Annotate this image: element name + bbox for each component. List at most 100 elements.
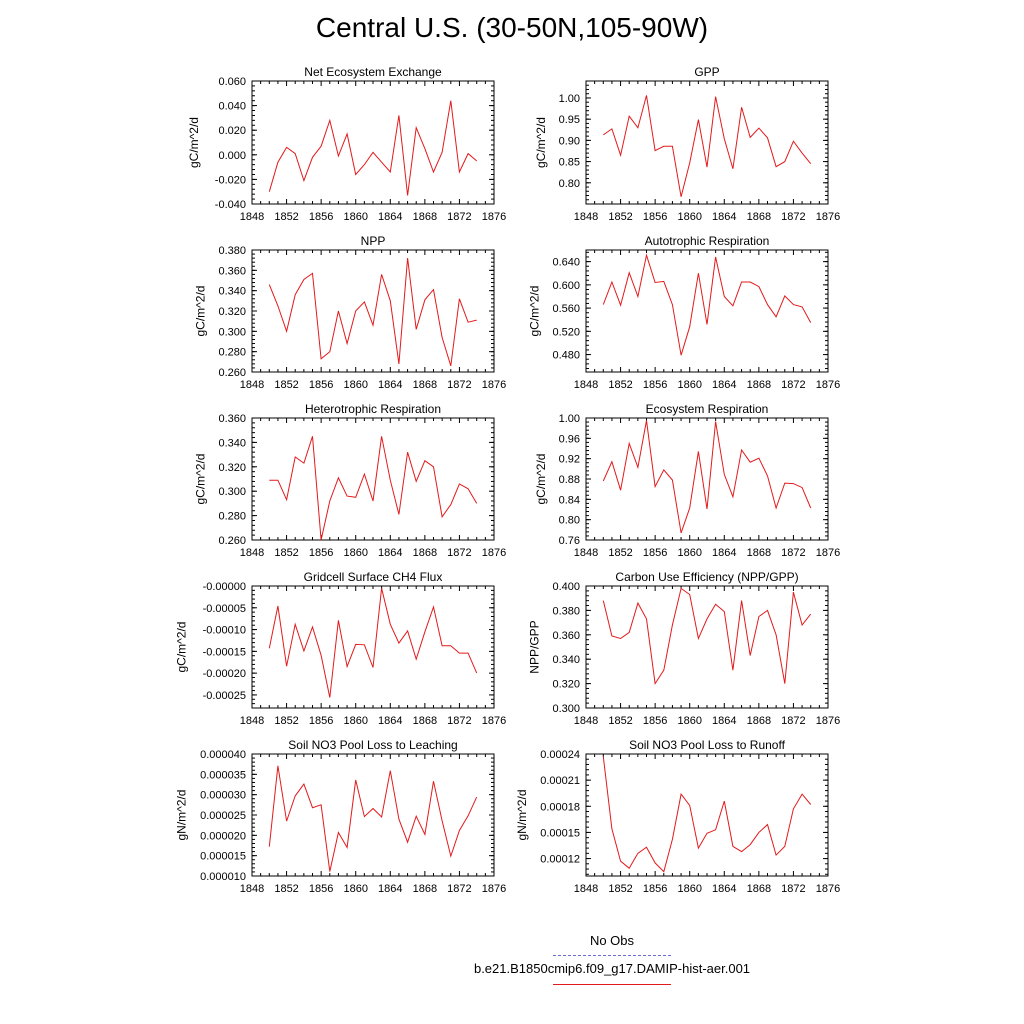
y-tick-label: 0.000030 (200, 790, 246, 802)
y-tick-label: 0.88 (559, 474, 580, 486)
plot-frame (251, 80, 495, 205)
x-tick-label: 1876 (816, 379, 840, 391)
x-tick-label: 1868 (747, 211, 771, 223)
y-tick-label: 0.00012 (540, 854, 580, 866)
y-tick-label: 0.340 (218, 286, 246, 298)
series-line (603, 95, 812, 197)
y-tick-label: 0.00018 (540, 801, 580, 813)
panel-title: Soil NO3 Pool Loss to Leaching (288, 738, 457, 752)
plot-frame (251, 417, 495, 541)
x-tick-label: 1852 (274, 379, 298, 391)
y-tick-label: 0.380 (552, 605, 580, 617)
y-tick-label: 0.340 (218, 437, 246, 449)
x-tick-label: 1852 (608, 211, 632, 223)
y-tick-label: 0.00015 (540, 827, 580, 839)
panel-10: Soil NO3 Pool Loss to Runoff 1848 1852 1856… (515, 738, 840, 895)
panel-1: Net Ecosystem Exchange 1848 1852 1856 1860 18… (187, 65, 506, 223)
x-tick-label: 1856 (309, 211, 333, 223)
y-tick-label: 0.80 (559, 178, 580, 190)
panel-title: Carbon Use Efficiency (NPP/GPP) (615, 570, 798, 584)
x-tick-label: 1860 (677, 379, 701, 391)
y-tick-label: 0.520 (552, 326, 580, 338)
x-tick-label: 1868 (413, 883, 437, 895)
x-tick-label: 1868 (413, 379, 437, 391)
x-tick-label: 1864 (712, 883, 736, 895)
x-tick-label: 1868 (413, 211, 437, 223)
y-tick-label: 0.280 (218, 347, 246, 359)
x-tick-label: 1864 (378, 715, 402, 727)
x-tick-label: 1852 (274, 211, 298, 223)
y-tick-label: 0.380 (218, 245, 246, 257)
x-tick-label: 1872 (781, 211, 805, 223)
x-tick-label: 1876 (816, 547, 840, 559)
x-tick-label: 1860 (677, 547, 701, 559)
x-tick-label: 1852 (274, 547, 298, 559)
y-tick-label: 0.360 (552, 630, 580, 642)
x-tick-label: 1876 (482, 211, 506, 223)
legend-label-model-run: b.e21.B1850cmip6.f09_g17.DAMIP-hist-aer.… (473, 961, 751, 976)
y-axis-label: gC/m^2/d (534, 454, 548, 505)
panel-title: Net Ecosystem Exchange (304, 65, 442, 79)
legend-label-no-obs: No Obs (589, 933, 635, 948)
y-tick-label: 0.320 (218, 306, 246, 318)
y-tick-label: 0.76 (559, 535, 580, 547)
y-tick-label: 0.640 (552, 257, 580, 269)
x-tick-label: 1872 (781, 547, 805, 559)
y-tick-label: 0.260 (218, 367, 246, 379)
x-tick-label: 1868 (413, 715, 437, 727)
x-tick-label: 1848 (240, 547, 264, 559)
y-axis-label: gC/m^2/d (194, 286, 208, 337)
x-tick-label: 1848 (240, 379, 264, 391)
x-tick-label: 1876 (482, 715, 506, 727)
x-tick-label: 1860 (343, 715, 367, 727)
x-tick-label: 1872 (781, 883, 805, 895)
x-tick-label: 1860 (343, 211, 367, 223)
panel-6: Ecosystem Respiration 1848 1852 1856 1860 186… (534, 402, 840, 559)
y-axis-label: gC/m^2/d (187, 117, 201, 168)
y-tick-label: -0.040 (215, 199, 246, 211)
x-tick-label: 1856 (643, 715, 667, 727)
y-tick-label: 0.000035 (200, 769, 246, 781)
x-tick-label: 1852 (608, 379, 632, 391)
x-tick-label: 1848 (574, 379, 598, 391)
x-tick-label: 1860 (343, 883, 367, 895)
x-tick-label: 1864 (712, 379, 736, 391)
y-axis-label: gC/m^2/d (194, 454, 208, 505)
x-tick-label: 1872 (447, 211, 471, 223)
x-tick-label: 1852 (274, 883, 298, 895)
x-tick-label: 1876 (816, 715, 840, 727)
series-line (268, 258, 477, 367)
x-tick-label: 1864 (378, 547, 402, 559)
y-tick-label: 0.260 (218, 535, 246, 547)
x-tick-label: 1864 (378, 379, 402, 391)
x-tick-label: 1872 (781, 715, 805, 727)
panel-title: Soil NO3 Pool Loss to Runoff (629, 738, 786, 752)
y-tick-label: -0.00010 (203, 625, 246, 637)
y-tick-label: 1.00 (559, 413, 580, 425)
legend-swatch-model-run (553, 984, 671, 985)
y-tick-label: 1.00 (559, 93, 580, 105)
x-tick-label: 1868 (413, 547, 437, 559)
x-tick-label: 1864 (712, 211, 736, 223)
y-tick-label: 0.85 (559, 157, 580, 169)
panel-title: GPP (694, 65, 719, 79)
panel-title: Gridcell Surface CH4 Flux (304, 570, 443, 584)
series-line (602, 587, 812, 686)
x-tick-label: 1856 (643, 547, 667, 559)
x-tick-label: 1852 (608, 547, 632, 559)
panel-title: Ecosystem Respiration (646, 402, 769, 416)
series-line (268, 588, 478, 698)
x-tick-label: 1876 (816, 211, 840, 223)
x-tick-label: 1848 (240, 211, 264, 223)
y-tick-label: 0.000010 (200, 871, 246, 883)
x-tick-label: 1872 (447, 379, 471, 391)
panel-7: Gridcell Surface CH4 Flux 1848 1852 1856 186… (175, 570, 507, 727)
x-tick-label: 1872 (447, 883, 471, 895)
y-axis-label: NPP/GPP (528, 620, 542, 673)
x-tick-label: 1860 (677, 211, 701, 223)
x-tick-label: 1856 (643, 883, 667, 895)
y-tick-label: 0.280 (218, 511, 246, 523)
y-tick-label: -0.00020 (203, 668, 246, 680)
y-tick-label: 0.300 (218, 486, 246, 498)
series-line (602, 253, 812, 356)
